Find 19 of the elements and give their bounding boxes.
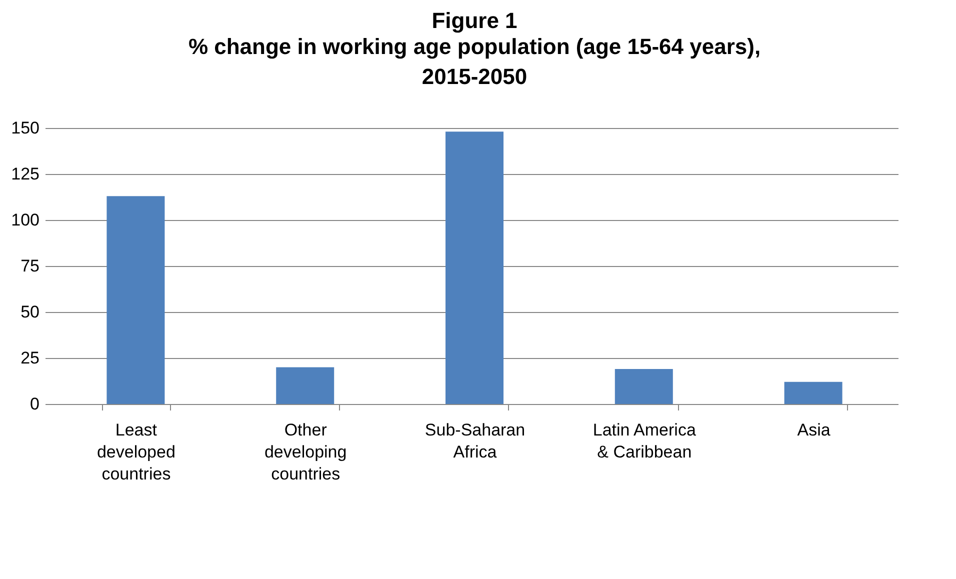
y-tick-label: 100 [11,210,40,230]
y-tick-label: 50 [20,302,40,322]
x-tick-label: Other developing countries [264,420,347,484]
chart-subtitle: % change in working age population (age 15-64 years), 2015-2050 [188,34,761,89]
y-tick-label: 25 [20,348,40,368]
bar [276,367,334,404]
y-tick-label: 150 [11,118,40,138]
y-tick-label: 0 [30,394,40,414]
y-tick-label: 125 [11,164,40,184]
bar [106,196,165,404]
x-tick-label: Latin America & Caribbean [592,420,696,462]
x-tick-label: Sub-Saharan Africa [424,420,526,462]
x-tick-label: Least developed countries [96,420,176,484]
y-tick-label: 75 [20,256,40,276]
bar [446,132,504,404]
bar [614,369,673,404]
x-tick-label: Asia [797,420,831,440]
bar [784,382,842,404]
chart-title: Figure 1 [432,8,518,33]
